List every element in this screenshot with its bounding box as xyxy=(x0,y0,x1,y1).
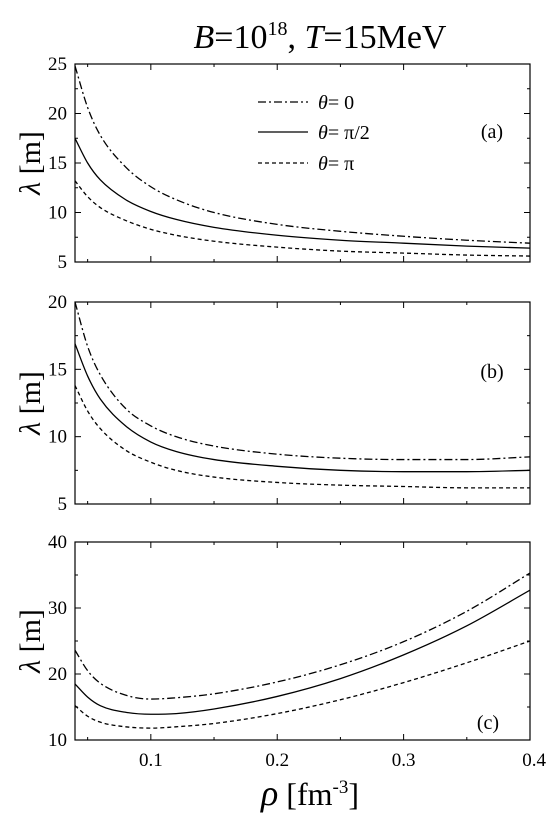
series-line-dashed xyxy=(75,180,530,257)
panel-a: 5 10 15 20 25 λ [m] (a) xyxy=(14,54,531,273)
title-eq2: =15MeV xyxy=(323,19,446,56)
y-tick-label: 15 xyxy=(48,153,67,174)
legend: θ= 0 θ= π/2 θ= π xyxy=(258,92,370,175)
y-tick-label: 30 xyxy=(48,598,67,619)
y-tick-label: 20 xyxy=(48,292,67,313)
series-line-dashed xyxy=(75,385,530,489)
series-line-dashdot xyxy=(75,65,530,244)
x-axis-unit-open: [fm xyxy=(278,776,332,812)
y-tick-label: 20 xyxy=(48,104,67,125)
title-sep: , xyxy=(287,19,304,56)
y-axis-label: λ [m] xyxy=(14,609,47,674)
title-exp: 18 xyxy=(267,18,287,40)
legend-label-theta-pi-2: θ= π/2 xyxy=(318,122,370,144)
y-tick-label: 5 xyxy=(58,494,68,515)
x-axis-symbol: ρ xyxy=(260,773,278,813)
series-line-dashed xyxy=(75,640,530,729)
y-tick-label: 5 xyxy=(58,252,68,273)
y-tick-label: 40 xyxy=(48,532,67,553)
title-eq1: =10 xyxy=(214,19,267,56)
series-line-solid xyxy=(75,137,530,249)
title-t: T xyxy=(304,19,325,56)
y-tick-label: 25 xyxy=(48,54,67,75)
legend-label-theta-pi: θ= π xyxy=(318,153,354,175)
y-axis-label: λ [m] xyxy=(14,131,47,196)
y-tick-label: 10 xyxy=(48,427,67,448)
panel-label: (c) xyxy=(477,712,499,734)
x-axis-label: ρ [fm-3] xyxy=(260,773,359,813)
y-axis-label: λ [m] xyxy=(14,371,47,436)
x-tick-label: 0.2 xyxy=(265,750,289,771)
title-b: B xyxy=(194,19,215,56)
panel-label: (b) xyxy=(480,361,503,383)
x-tick-label: 0.1 xyxy=(139,750,163,771)
panel-b: 5 10 15 20 λ [m] (b) xyxy=(14,292,531,515)
y-tick-label: 20 xyxy=(48,664,67,685)
plot-frame xyxy=(74,541,531,741)
panel-c: 10 20 30 40 0.1 0.2 0.3 0.4 λ [m] (c) xyxy=(14,532,547,771)
figure-title: B=1018, T=15MeV xyxy=(194,18,447,56)
panel-label: (a) xyxy=(481,121,503,143)
x-axis-unit-exp: -3 xyxy=(333,777,349,798)
y-tick-label: 15 xyxy=(48,359,67,380)
x-tick-label: 0.3 xyxy=(392,750,416,771)
series-line-dashdot xyxy=(75,302,530,461)
y-tick-label: 10 xyxy=(48,730,67,751)
x-tick-label: 0.4 xyxy=(522,750,546,771)
series-line-solid xyxy=(75,589,530,715)
series-line-solid xyxy=(75,343,530,473)
y-tick-label: 10 xyxy=(48,203,67,224)
x-axis-unit-close: ] xyxy=(348,776,359,812)
series-line-dashdot xyxy=(75,572,530,700)
legend-label-theta-0: θ= 0 xyxy=(318,92,354,114)
plot-frame xyxy=(74,301,531,505)
